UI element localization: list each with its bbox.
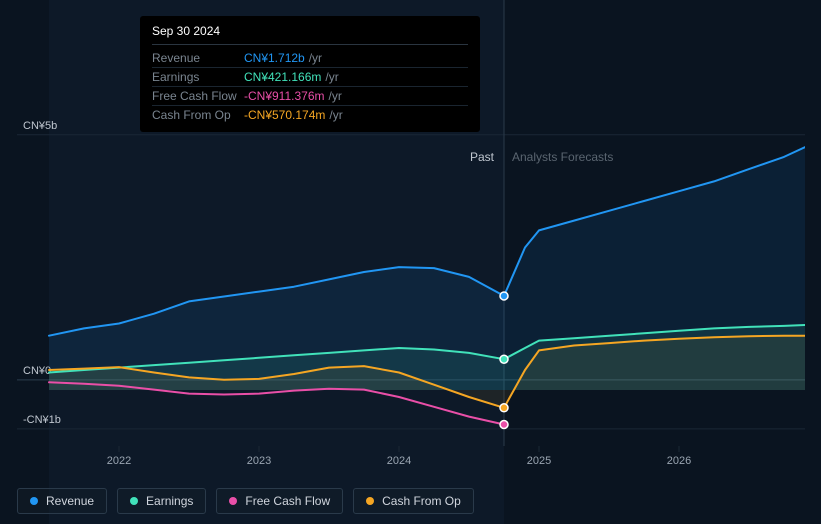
y-axis-label: CN¥0 [23, 365, 51, 377]
legend-item[interactable]: Cash From Op [353, 488, 474, 514]
legend-item[interactable]: Free Cash Flow [216, 488, 343, 514]
series-marker [500, 355, 508, 363]
tooltip-suffix: /yr [325, 70, 338, 84]
legend-dot-icon [30, 497, 38, 505]
tooltip-value: CN¥421.166m [244, 70, 321, 84]
tooltip-date: Sep 30 2024 [152, 24, 468, 45]
legend-label: Cash From Op [382, 494, 461, 508]
chart-tooltip: Sep 30 2024 RevenueCN¥1.712b/yrEarningsC… [140, 16, 480, 132]
legend-label: Revenue [46, 494, 94, 508]
tooltip-suffix: /yr [329, 108, 342, 122]
legend-item[interactable]: Revenue [17, 488, 107, 514]
series-marker [500, 404, 508, 412]
tooltip-value: -CN¥570.174m [244, 108, 325, 122]
tooltip-value: -CN¥911.376m [244, 89, 324, 103]
y-axis-label: CN¥5b [23, 120, 57, 132]
tooltip-suffix: /yr [309, 51, 322, 65]
tooltip-suffix: /yr [328, 89, 341, 103]
x-axis-label: 2026 [667, 455, 691, 467]
tooltip-row: Cash From Op-CN¥570.174m/yr [152, 106, 468, 124]
tooltip-row: EarningsCN¥421.166m/yr [152, 68, 468, 87]
series-marker [500, 420, 508, 428]
chart-legend: Revenue Earnings Free Cash Flow Cash From O… [17, 488, 474, 514]
tooltip-label: Cash From Op [152, 108, 244, 122]
x-axis-label: 2024 [387, 455, 411, 467]
legend-dot-icon [366, 497, 374, 505]
x-axis-label: 2022 [107, 455, 131, 467]
section-label-past: Past [470, 150, 494, 164]
tooltip-value: CN¥1.712b [244, 51, 305, 65]
legend-item[interactable]: Earnings [117, 488, 206, 514]
tooltip-label: Free Cash Flow [152, 89, 244, 103]
tooltip-label: Earnings [152, 70, 244, 84]
series-marker [500, 292, 508, 300]
legend-dot-icon [130, 497, 138, 505]
legend-label: Earnings [146, 494, 193, 508]
x-axis-label: 2025 [527, 455, 551, 467]
legend-label: Free Cash Flow [245, 494, 330, 508]
section-label-forecast: Analysts Forecasts [512, 150, 613, 164]
x-axis-label: 2023 [247, 455, 271, 467]
y-axis-label: -CN¥1b [23, 414, 61, 426]
tooltip-row: RevenueCN¥1.712b/yr [152, 49, 468, 68]
legend-dot-icon [229, 497, 237, 505]
tooltip-row: Free Cash Flow-CN¥911.376m/yr [152, 87, 468, 106]
tooltip-label: Revenue [152, 51, 244, 65]
